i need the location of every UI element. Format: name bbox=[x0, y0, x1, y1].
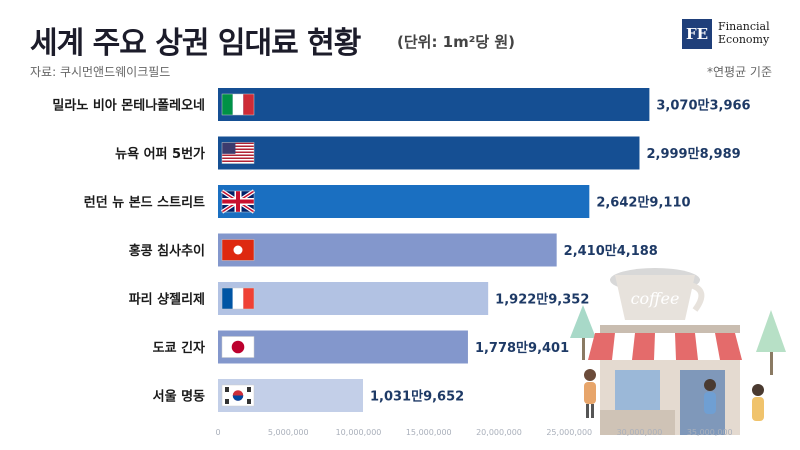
x-tick-label: 25,000,000 bbox=[546, 428, 592, 437]
usa-flag-stripe bbox=[222, 145, 254, 147]
logo-wordmark: Financial Economy bbox=[718, 20, 770, 46]
flag-border bbox=[221, 384, 255, 407]
cafe-illustration: coffee bbox=[570, 268, 786, 435]
flag-border bbox=[221, 336, 255, 358]
flag-border bbox=[221, 190, 255, 213]
footnote-label: *연평균 기준 bbox=[706, 65, 772, 79]
bar bbox=[218, 185, 590, 218]
logo-mark: FE bbox=[682, 19, 712, 49]
source-label: 자료: 쿠시먼앤드웨이크필드 bbox=[30, 65, 171, 79]
france-flag-white bbox=[232, 288, 244, 309]
korea-flag-taeguk-blue bbox=[232, 395, 244, 401]
bar bbox=[218, 282, 489, 315]
flag-border bbox=[221, 287, 255, 310]
usa-flag-stripe bbox=[222, 157, 254, 159]
person-icon bbox=[752, 384, 764, 421]
usa-flag-stripe bbox=[222, 147, 254, 149]
bar bbox=[218, 233, 557, 267]
category-label: 홍콩 침사추이 bbox=[129, 243, 205, 259]
uk-flag-cross-red bbox=[222, 199, 254, 204]
italy-flag-green bbox=[222, 94, 233, 115]
hk-flag-flower bbox=[233, 245, 243, 255]
italy-flag-icon bbox=[221, 93, 255, 116]
usa-flag-stripe bbox=[222, 159, 254, 161]
category-label: 밀라노 비아 몬테나폴레오네 bbox=[52, 98, 205, 114]
x-tick-label: 10,000,000 bbox=[336, 428, 382, 437]
usa-flag-stripe bbox=[222, 154, 254, 156]
japan-flag-sun bbox=[231, 340, 245, 354]
category-label: 뉴욕 어퍼 5번가 bbox=[115, 146, 205, 162]
coffee-cup-icon: coffee bbox=[610, 268, 705, 320]
japan-flag-icon bbox=[221, 336, 255, 358]
flag-border bbox=[221, 93, 255, 116]
logo-line-1: Financial bbox=[718, 20, 770, 33]
bar bbox=[218, 88, 650, 121]
flag-border bbox=[221, 142, 255, 164]
usa-flag-stripe bbox=[222, 148, 254, 150]
usa-flag-canton bbox=[222, 142, 236, 154]
person-icon bbox=[704, 379, 716, 414]
usa-flag-stripe bbox=[222, 151, 254, 153]
x-tick-label: 35,000,000 bbox=[687, 428, 733, 437]
x-tick-label: 20,000,000 bbox=[476, 428, 522, 437]
value-label: 3,070만3,966 bbox=[656, 98, 750, 114]
value-label: 2,410만4,188 bbox=[564, 243, 658, 259]
logo-line-2: Economy bbox=[718, 33, 770, 46]
unit-label: (단위: 1m²당 원) bbox=[397, 33, 515, 51]
value-label: 2,642만9,110 bbox=[596, 195, 690, 211]
usa-flag-stripe bbox=[222, 150, 254, 152]
tree-icon bbox=[570, 305, 596, 360]
tree-icon bbox=[756, 310, 786, 375]
bar bbox=[218, 330, 468, 364]
korea-flag-trigram bbox=[247, 399, 251, 404]
usa-flag-icon bbox=[221, 142, 255, 164]
uk-flag-icon bbox=[220, 189, 256, 214]
usa-flag-stripe bbox=[222, 142, 254, 144]
value-label: 2,999만8,989 bbox=[646, 146, 740, 162]
cafe-building-icon bbox=[588, 325, 752, 435]
x-tick-label: 0 bbox=[215, 428, 220, 437]
usa-flag-stripe bbox=[222, 162, 254, 164]
category-label: 서울 명동 bbox=[153, 389, 205, 405]
category-label: 런던 뉴 본드 스트리트 bbox=[84, 195, 205, 211]
france-flag-blue bbox=[222, 288, 233, 309]
person-icon bbox=[584, 369, 596, 418]
hong-kong-flag-icon bbox=[221, 239, 255, 261]
value-label: 1,922만9,352 bbox=[495, 292, 589, 308]
korea-flag-trigram bbox=[225, 399, 229, 404]
x-tick-label: 5,000,000 bbox=[268, 428, 309, 437]
value-label: 1,031만9,652 bbox=[370, 389, 464, 405]
italy-flag-white bbox=[232, 94, 244, 115]
financial-economy-logo: FE Financial Economy bbox=[682, 19, 782, 55]
france-flag-icon bbox=[221, 287, 255, 310]
france-flag-red bbox=[243, 288, 254, 309]
category-label: 도쿄 긴자 bbox=[153, 340, 205, 356]
italy-flag-red bbox=[243, 94, 254, 115]
coffee-sign-text: coffee bbox=[631, 289, 680, 308]
usa-flag-stripe bbox=[222, 153, 254, 155]
bar bbox=[218, 136, 640, 170]
value-label: 1,778만9,401 bbox=[475, 340, 569, 356]
usa-flag-stripe bbox=[222, 160, 254, 162]
korea-flag-trigram bbox=[247, 387, 251, 392]
x-tick-label: 15,000,000 bbox=[406, 428, 452, 437]
flag-border bbox=[221, 239, 255, 261]
usa-flag-stripe bbox=[222, 144, 254, 146]
x-tick-label: 30,000,000 bbox=[617, 428, 663, 437]
usa-flag-stripe bbox=[222, 156, 254, 158]
category-label: 파리 샹젤리제 bbox=[129, 292, 205, 308]
chart-title: 세계 주요 상권 임대료 현황 bbox=[30, 26, 361, 61]
korea-flag-icon bbox=[221, 384, 255, 407]
korea-flag-trigram bbox=[225, 387, 229, 392]
